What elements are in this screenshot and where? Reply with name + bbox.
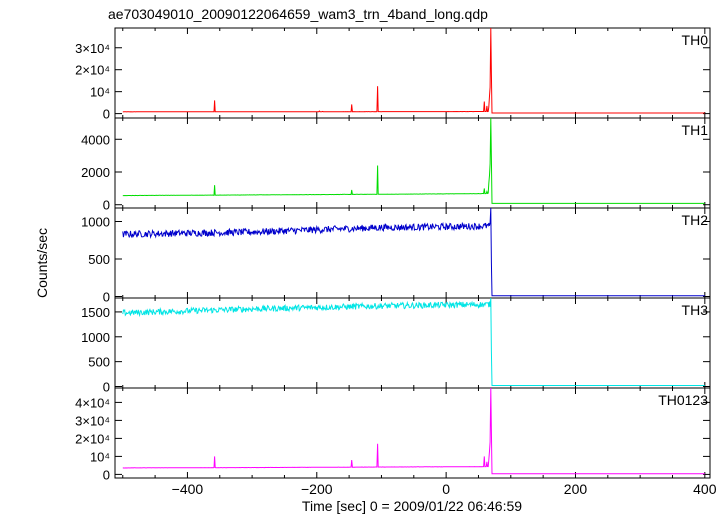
panel-th2: 0 500 1000 TH2 (81, 207, 711, 305)
y-tick-label: 3×10⁴ (75, 41, 110, 56)
y-axis-label: Counts/sec (34, 228, 50, 298)
y-tick-label: 500 (88, 355, 110, 370)
y-tick-label: 500 (88, 252, 110, 267)
series-line-th1 (122, 117, 705, 204)
panel-th1: 0 2000 4000 TH1 (81, 117, 711, 213)
panel-label: TH3 (682, 302, 709, 318)
series-line-th2 (122, 207, 705, 297)
series-line-th0 (122, 27, 705, 114)
panel-label: TH0 (682, 32, 709, 48)
x-axis-label: Time [sec] 0 = 2009/01/22 06:46:59 (302, 498, 522, 514)
series-line-th3 (122, 297, 705, 386)
x-tick-label: −400 (172, 481, 204, 497)
panel-th3: 0 500 1000 1500 TH3 (81, 297, 711, 395)
y-tick-label: 4×10⁴ (75, 395, 110, 410)
y-tick-label: 1000 (81, 215, 110, 230)
y-tick-label: 2×10⁴ (75, 63, 110, 78)
series-line-th0123 (122, 387, 705, 475)
y-tick-label: 0 (103, 198, 110, 213)
panel-th0: 0 10⁴ 2×10⁴ 3×10⁴ TH0 (75, 27, 711, 122)
panel-frame (114, 27, 711, 119)
y-tick-label: 1000 (81, 330, 110, 345)
y-tick-label: 3×10⁴ (75, 413, 110, 428)
y-tick-label: 10⁴ (90, 449, 110, 464)
chart-title: ae703049010_20090122064659_wam3_trn_4ban… (108, 6, 488, 22)
x-tick-label: −200 (301, 481, 333, 497)
y-tick-label: 0 (103, 380, 110, 395)
y-tick-label: 2×10⁴ (75, 431, 110, 446)
y-tick-label: 2000 (81, 165, 110, 180)
panel-label: TH1 (682, 122, 709, 138)
y-tick-label: 0 (103, 290, 110, 305)
x-tick-label: 200 (564, 481, 588, 497)
y-tick-label: 0 (103, 107, 110, 122)
panel-frame (114, 387, 711, 479)
x-tick-label: 0 (442, 481, 450, 497)
panel-frame (114, 207, 711, 299)
y-tick-label: 0 (103, 467, 110, 482)
y-tick-label: 10⁴ (90, 85, 110, 100)
y-tick-label: 1500 (81, 305, 110, 320)
x-tick-label: 400 (693, 481, 717, 497)
y-tick-label: 4000 (81, 132, 110, 147)
panel-frame (114, 297, 711, 389)
panel-th0123: 0 10⁴ 2×10⁴ 3×10⁴ 4×10⁴ TH0123 (75, 387, 711, 482)
panel-label: TH2 (682, 212, 709, 228)
panel-label: TH0123 (658, 392, 708, 408)
